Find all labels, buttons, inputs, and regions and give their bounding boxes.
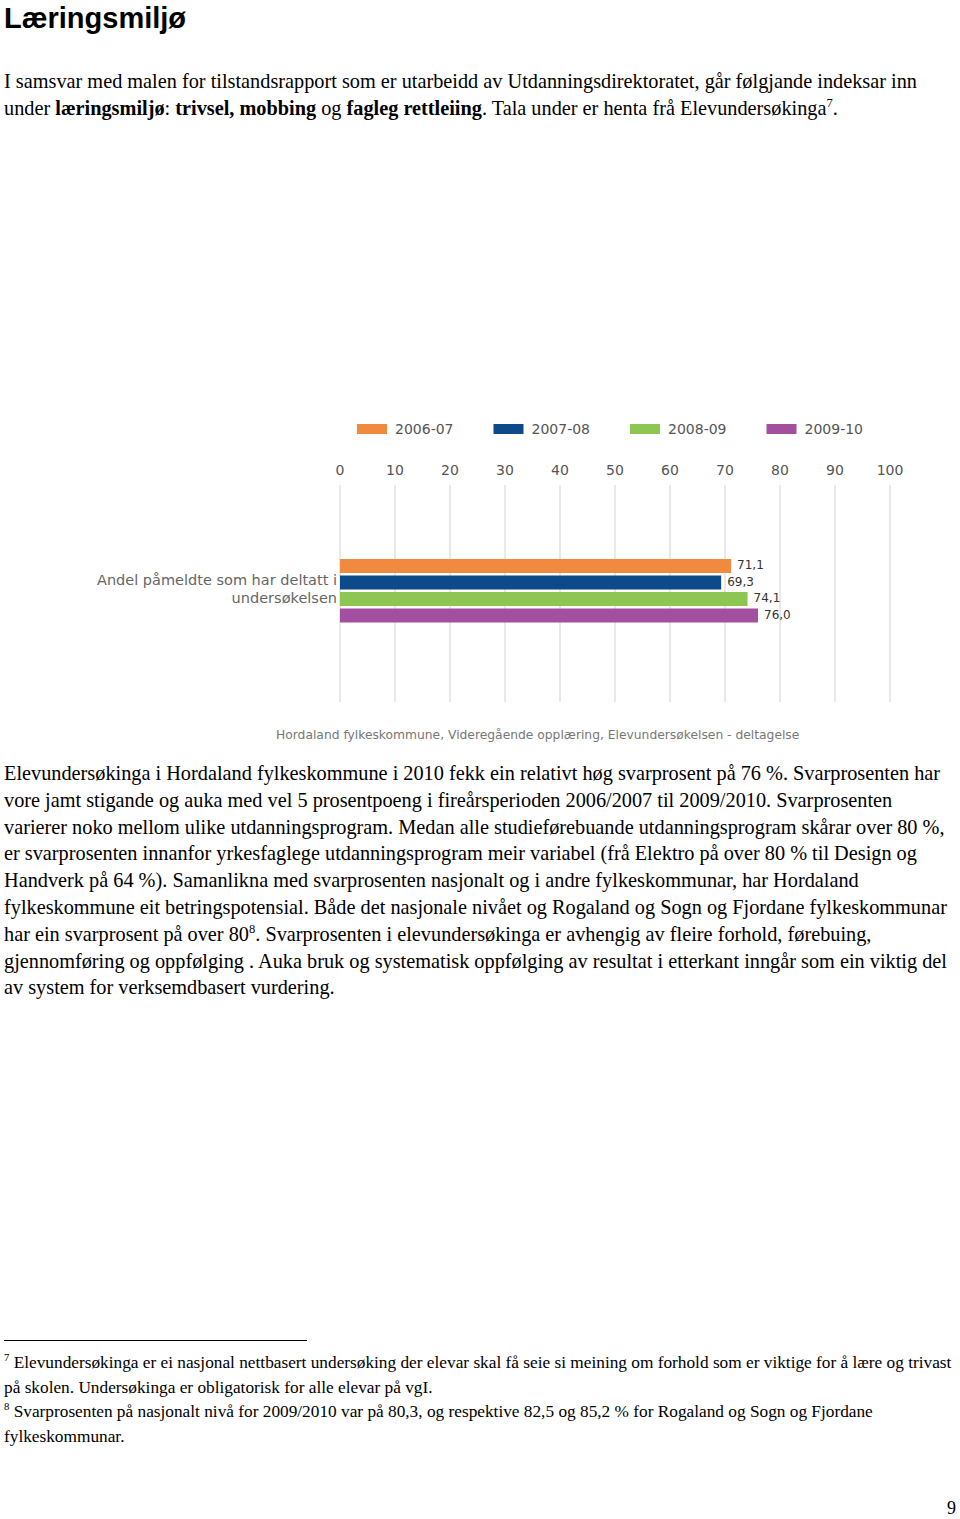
bars <box>340 559 758 623</box>
bold-text: læringsmiljø <box>55 97 164 119</box>
legend-label: 2007-08 <box>532 421 591 437</box>
legend-label: 2008-09 <box>668 421 727 437</box>
data-labels: 71,1 69,374,1 76,0 <box>727 558 791 622</box>
category-label: Andel påmeldte som har deltatt i undersø… <box>40 571 337 607</box>
legend-swatch <box>494 424 524 434</box>
text: Elevundersøkinga i Hordaland fylkeskommu… <box>4 762 947 945</box>
legend-swatch <box>630 424 660 434</box>
tick-label: 10 <box>386 462 404 478</box>
text: . Tala under er henta frå Elevundersøkin… <box>482 97 827 119</box>
bar <box>340 576 721 590</box>
legend-swatch <box>767 424 797 434</box>
paragraph: Elevundersøkinga i Hordaland fylkeskommu… <box>4 760 956 1001</box>
legend-swatch <box>357 424 387 434</box>
axis: 0 10 20 30 40 50 60 70 80 90 100 <box>336 462 904 702</box>
data-label: 76,0 <box>764 608 791 622</box>
footnote-text: Svarprosenten på nasjonalt nivå for 2009… <box>4 1402 873 1446</box>
grid-line <box>889 485 891 702</box>
paragraph: I samsvar med malen for tilstandsrapport… <box>4 68 956 122</box>
tick-label: 50 <box>606 462 624 478</box>
bold-text: trivsel, mobbing <box>175 97 316 119</box>
tick-label: 70 <box>716 462 734 478</box>
legend: 2006-07 2007-08 2008-09 2009-10 <box>357 421 863 437</box>
chart-title: Hordaland fylkeskommune, Videregående op… <box>276 728 799 742</box>
grid-line <box>834 485 836 702</box>
footnote-marker: 8 <box>4 1400 9 1412</box>
bar <box>340 609 758 623</box>
heading: Læringsmiljø <box>4 2 186 35</box>
tick-label: 0 <box>336 462 345 478</box>
tick-label: 20 <box>441 462 459 478</box>
tick-label: 90 <box>826 462 844 478</box>
tick-label: 80 <box>771 462 789 478</box>
tick-label: 100 <box>877 462 904 478</box>
footnote-ref: 8 <box>249 922 255 936</box>
legend-label: 2006-07 <box>395 421 454 437</box>
footnote-ref: 7 <box>826 96 832 110</box>
bar <box>340 592 748 606</box>
footnote-marker: 7 <box>4 1351 9 1363</box>
tick-label: 40 <box>551 462 569 478</box>
page-number: 9 <box>947 1498 956 1519</box>
footnote-text: Elevundersøkinga er ei nasjonal nettbase… <box>4 1353 951 1397</box>
footnote: 7 Elevundersøkinga er ei nasjonal nettba… <box>4 1351 958 1400</box>
data-label: 74,1 <box>754 591 781 605</box>
bold-text: fagleg rettleiing <box>347 97 482 119</box>
footnote-rule <box>4 1340 307 1341</box>
footnotes: 7 Elevundersøkinga er ei nasjonal nettba… <box>4 1351 958 1449</box>
data-label: 69,3 <box>727 575 754 589</box>
bar <box>340 559 731 573</box>
tick-label: 60 <box>661 462 679 478</box>
tick-label: 30 <box>496 462 514 478</box>
text: . <box>833 97 838 119</box>
legend-label: 2009-10 <box>805 421 864 437</box>
text: og <box>316 97 346 119</box>
footnote: 8 Svarprosenten på nasjonalt nivå for 20… <box>4 1400 958 1449</box>
text: : <box>165 97 176 119</box>
data-label: 71,1 <box>737 558 764 572</box>
